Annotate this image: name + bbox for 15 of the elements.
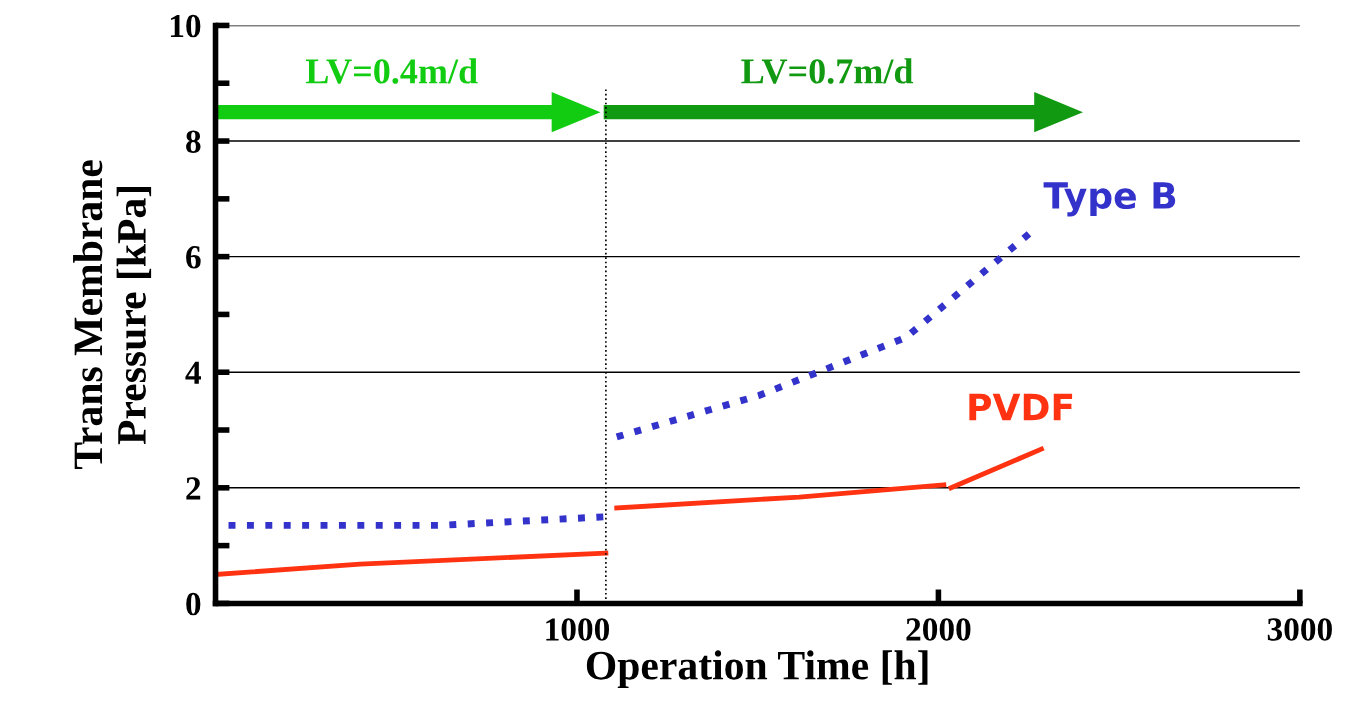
annotation: LV=0.4m/d <box>305 58 478 84</box>
y-axis-title: Trans Membrane Pressure [kPa] <box>73 160 152 470</box>
x-tick-label: 1000 <box>546 618 610 641</box>
y-tick-label: 8 <box>186 130 201 153</box>
y-tick-label: 2 <box>186 477 201 500</box>
x-tick-label: 3000 <box>1267 618 1332 641</box>
y-tick-label: 0 <box>186 592 201 616</box>
y-tick-label: 10 <box>170 14 201 38</box>
y-tick-label: 4 <box>185 361 202 384</box>
y-tick-label: 6 <box>186 246 201 269</box>
annotation: LV=0.7m/d <box>741 58 914 84</box>
series-label: PVDF <box>969 393 1073 421</box>
x-tick-label: 2000 <box>906 618 971 641</box>
series-label: Type B <box>1043 182 1176 217</box>
x-axis-title: Operation Time [h] <box>586 650 928 689</box>
